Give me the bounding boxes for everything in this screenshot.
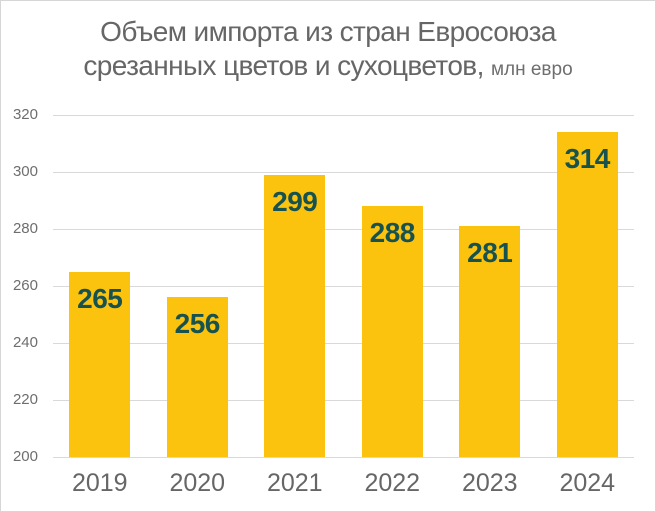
bar-value-label: 314 (564, 143, 611, 175)
chart-title-line-1: Объем импорта из стран Евросоюза (100, 16, 556, 47)
bar-value-label: 281 (467, 237, 513, 269)
chart-title-line-2: срезанных цветов и сухоцветов, млн евро (1, 49, 655, 87)
x-axis-tick-label: 2022 (364, 469, 421, 497)
chart-title-line-2-text: срезанных цветов и сухоцветов, (83, 50, 484, 81)
gridline (53, 114, 634, 116)
gridline (53, 171, 634, 173)
y-axis-tick-label: 300 (12, 163, 38, 180)
bar-2021: 299 (264, 174, 326, 457)
x-axis-tick-label: 2019 (71, 469, 128, 497)
y-axis-tick-label: 200 (12, 448, 38, 465)
x-axis-tick-label: 2020 (169, 469, 226, 497)
bar-value-label: 256 (174, 308, 221, 340)
gridline (53, 456, 634, 458)
bar-2020: 256 (166, 297, 228, 457)
bar-2023: 281 (459, 226, 521, 457)
y-axis-tick-label: 220 (12, 391, 38, 408)
chart-title-unit: млн евро (490, 59, 573, 80)
bar-2019: 265 (69, 271, 131, 457)
bar-2022: 288 (361, 206, 423, 457)
bar-2024: 314 (556, 132, 618, 457)
bar-value-label: 299 (272, 185, 318, 217)
bar-value-label: 265 (77, 282, 123, 314)
gridline (53, 342, 634, 344)
y-axis-tick-label: 240 (12, 334, 38, 351)
gridline (53, 228, 634, 230)
x-axis-tick-label: 2023 (461, 469, 518, 497)
y-axis-tick-label: 280 (12, 220, 38, 237)
gridline (53, 285, 634, 287)
bar-value-label: 288 (369, 217, 416, 249)
chart-title: Объем импорта из стран Евросоюза срезанн… (1, 15, 655, 87)
gridline (53, 399, 634, 401)
x-axis-tick-label: 2024 (559, 469, 616, 497)
y-axis-tick-label: 320 (12, 106, 38, 123)
y-axis-tick-label: 260 (12, 277, 38, 294)
x-axis-tick-label: 2021 (266, 469, 323, 497)
